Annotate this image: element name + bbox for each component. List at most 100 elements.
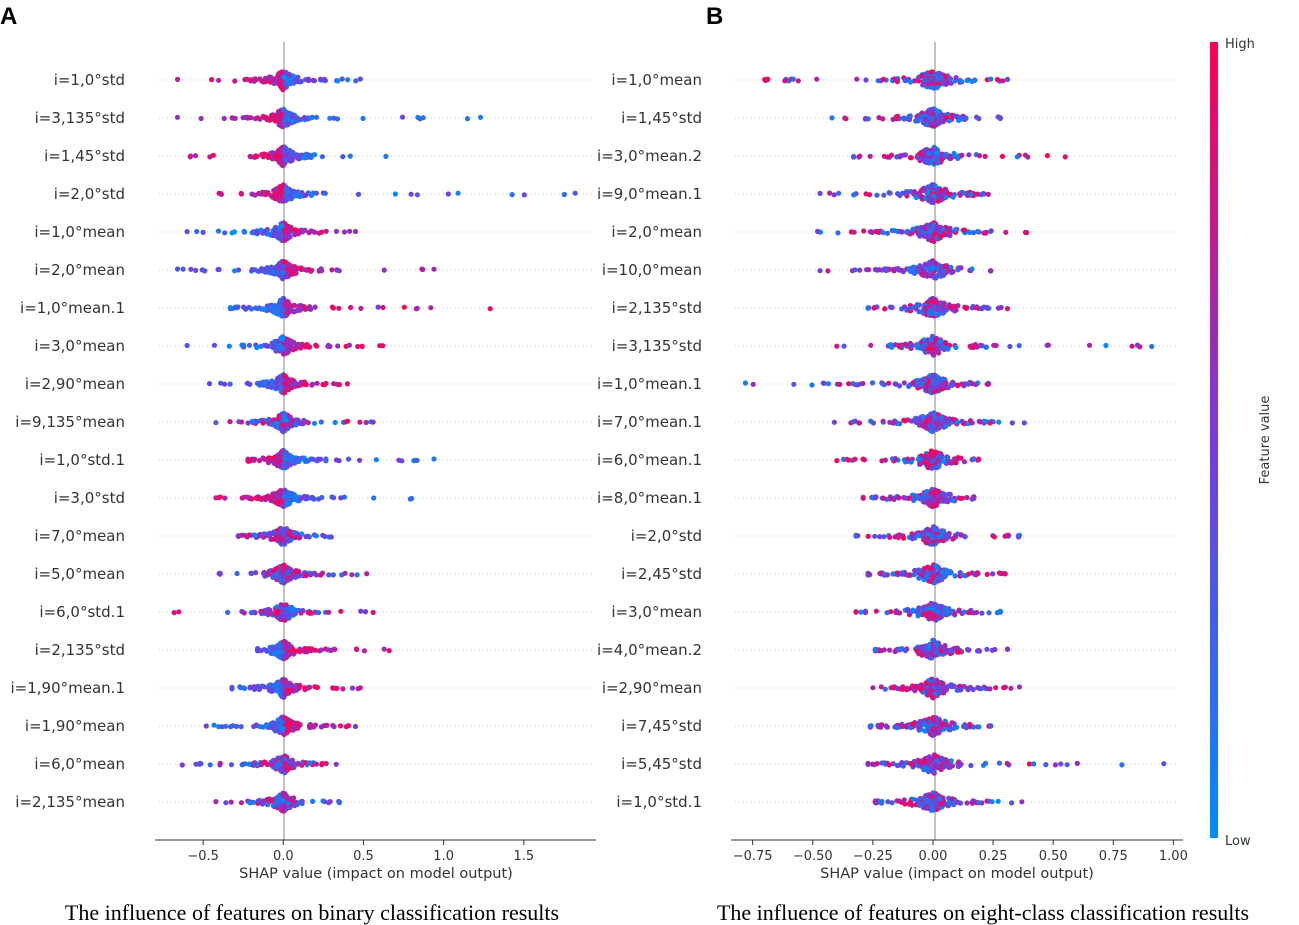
shap-dot [419,266,425,272]
shap-dot [329,267,335,273]
shap-dot [302,685,308,691]
shap-dot [852,267,858,273]
shap-dot [281,74,287,80]
shap-dot [305,305,311,311]
shap-dot [782,78,788,84]
shap-dot [884,230,891,236]
shap-dot [895,266,901,272]
shap-dot [313,609,319,615]
shap-dot [964,77,970,83]
shap-dot [287,302,293,308]
feature-label: i=1,0°std [54,71,125,89]
feature-label: i=1,90°mean [25,717,125,735]
shap-dot [993,342,999,349]
shap-dot [347,228,353,234]
shap-dot [302,648,308,654]
shap-dot [297,496,304,502]
shap-dot [316,267,322,273]
shap-dot [509,192,515,198]
shap-dot [297,307,303,313]
shap-dot [861,228,867,234]
shap-dot [265,460,272,466]
feature-label: i=6,0°std.1 [39,603,125,621]
shap-dot [252,305,259,311]
shap-dot [455,190,461,196]
shap-dot [174,114,181,120]
shap-dot [445,191,451,197]
shap-dot [865,533,871,539]
shap-dot [268,74,274,80]
shap-dot [332,419,338,426]
shap-dot [337,723,344,729]
shap-dot [1044,153,1050,159]
shap-dot [936,464,942,470]
shap-dot [985,381,991,387]
shap-dot [809,382,815,388]
shap-dot [931,427,937,433]
shap-dot [254,380,260,386]
shap-dot [308,115,314,121]
shap-dot [305,76,311,82]
shap-dot [263,647,269,653]
shap-dot [319,760,325,767]
panel-a-letter: A [0,3,17,30]
shap-dot [938,338,944,345]
shap-dot [193,267,199,273]
shap-dot [216,77,222,83]
shap-dot [254,344,260,351]
shap-dot [257,76,263,82]
shap-dot [283,679,289,685]
shap-dot [284,526,290,532]
shap-dot [303,192,309,198]
shap-dot [272,227,278,233]
shap-dot [925,414,931,420]
shap-dot [284,538,290,544]
shap-dot [834,458,840,464]
shap-dot [926,311,933,317]
shap-dot [279,185,285,191]
shap-dot [291,302,297,308]
shap-dot [292,611,298,617]
shap-dot [970,456,976,463]
shap-dot [248,154,254,160]
shap-dot [255,798,261,804]
shap-dot [282,490,288,496]
shap-dot [814,76,820,82]
shap-dot [936,350,942,356]
shap-dot [242,114,248,120]
shap-dot [283,417,289,423]
shap-dot [265,190,271,196]
shap-dot [386,648,392,654]
shap-dot [216,266,222,273]
shap-dot [306,723,312,729]
shap-dot [987,420,993,426]
shap-dot [230,115,236,121]
shap-dot [988,268,994,274]
shap-dot [889,456,896,462]
shap-dot [251,684,257,690]
shap-dot [216,190,222,196]
shap-dot [248,610,254,616]
shap-dot [935,160,941,166]
shap-dot [943,423,949,429]
shap-dot [200,229,206,235]
shap-dot [354,646,360,653]
shap-dot [969,420,975,426]
shap-dot [924,456,931,463]
shap-dot [312,152,318,158]
shap-dot [274,113,280,119]
shap-dot [272,651,278,657]
shap-dot [222,495,228,501]
shap-dot [282,300,288,306]
shap-dot [281,638,287,645]
shap-dot [948,304,954,310]
shap-dot [228,799,234,805]
shap-dot [927,224,933,230]
shap-dot [1009,420,1015,426]
shap-dot [345,456,352,462]
shap-dot [261,379,267,385]
shap-dot [293,346,299,352]
shap-dot [319,154,325,160]
shap-dot [192,153,199,159]
shap-dot [380,343,386,349]
